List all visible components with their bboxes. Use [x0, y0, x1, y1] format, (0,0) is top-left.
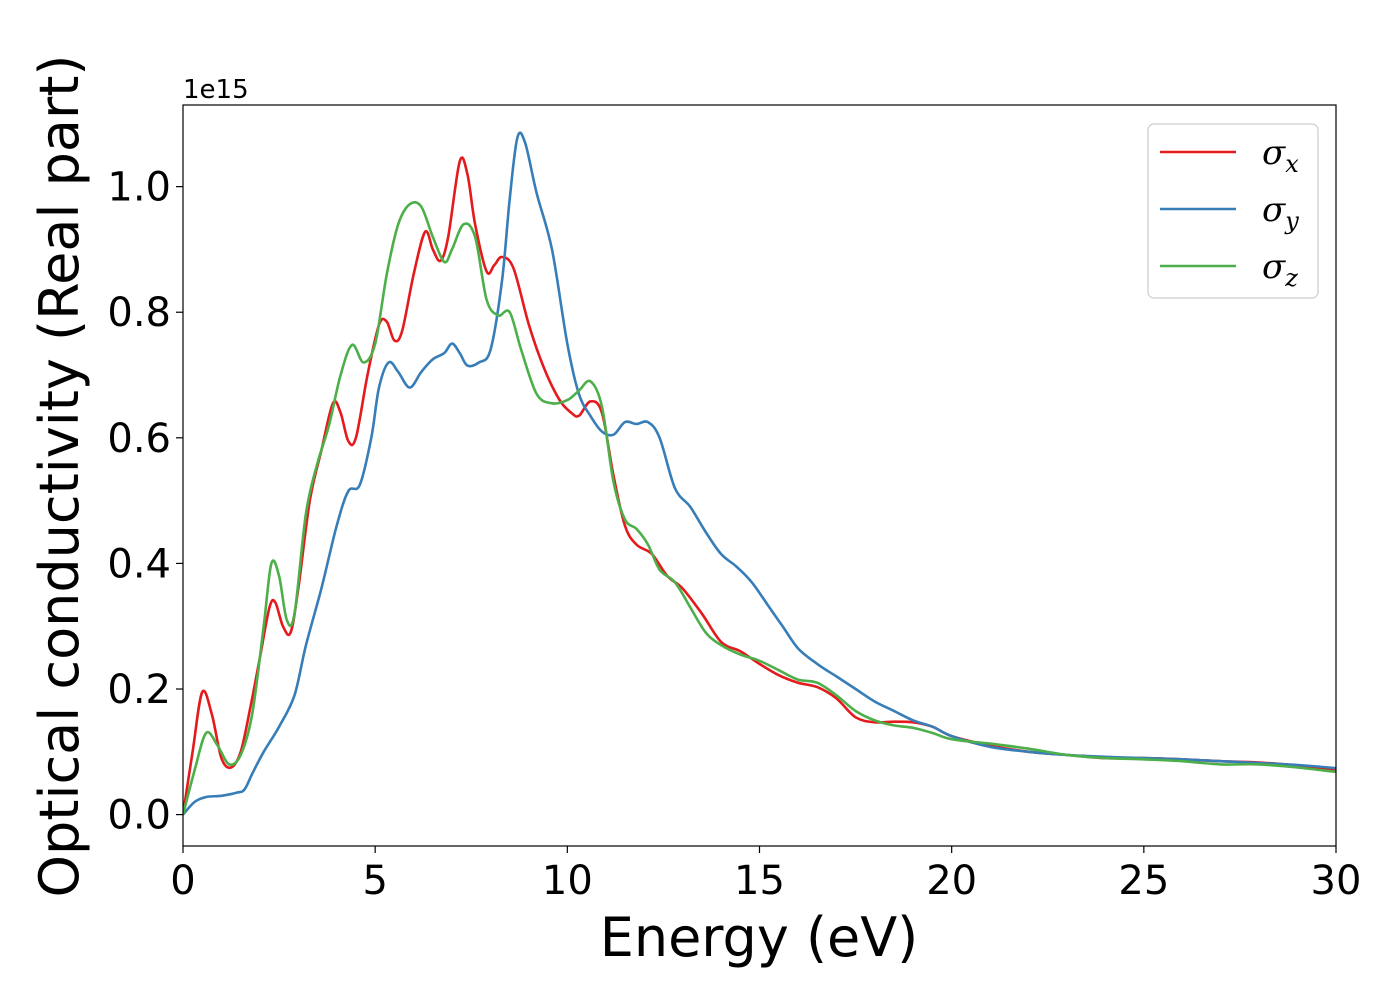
- x-tick-label: 5: [362, 858, 387, 904]
- y-tick-label: 0.8: [107, 290, 171, 336]
- plot-area: [183, 131, 1336, 816]
- y-axis: 0.0 0.2 0.4 0.6 0.8 1.0: [107, 165, 183, 839]
- x-tick-label: 30: [1311, 858, 1362, 904]
- x-tick-label: 15: [734, 858, 785, 904]
- legend-label-y: σy: [1262, 190, 1299, 235]
- y-tick-label: 1.0: [107, 165, 171, 211]
- series-line-x: [183, 156, 1336, 815]
- series-layer: [183, 131, 1336, 816]
- legend-label-x: σx: [1262, 133, 1299, 178]
- legend-box: [1147, 123, 1319, 299]
- x-axis: 0 5 10 15 20 25 30: [170, 846, 1361, 904]
- y-offset-label: 1e15: [183, 75, 249, 105]
- y-tick-label: 0.2: [107, 667, 171, 713]
- x-tick-label: 25: [1118, 858, 1169, 904]
- y-axis-label: Optical conductivity (Real part): [28, 55, 91, 898]
- x-tick-label: 0: [170, 858, 195, 904]
- x-tick-label: 10: [542, 858, 593, 904]
- y-tick-label: 0.4: [107, 541, 171, 587]
- legend-label-z: σz: [1262, 247, 1298, 292]
- y-tick-label: 0.6: [107, 416, 171, 462]
- x-axis-label: Energy (eV): [600, 906, 919, 969]
- x-tick-label: 20: [926, 858, 977, 904]
- series-line-z: [183, 200, 1336, 815]
- legend: σx σy σz: [1147, 123, 1319, 299]
- y-tick-label: 0.0: [107, 793, 171, 839]
- series-line-y: [183, 131, 1336, 816]
